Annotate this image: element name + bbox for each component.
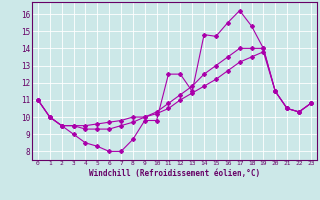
- X-axis label: Windchill (Refroidissement éolien,°C): Windchill (Refroidissement éolien,°C): [89, 169, 260, 178]
